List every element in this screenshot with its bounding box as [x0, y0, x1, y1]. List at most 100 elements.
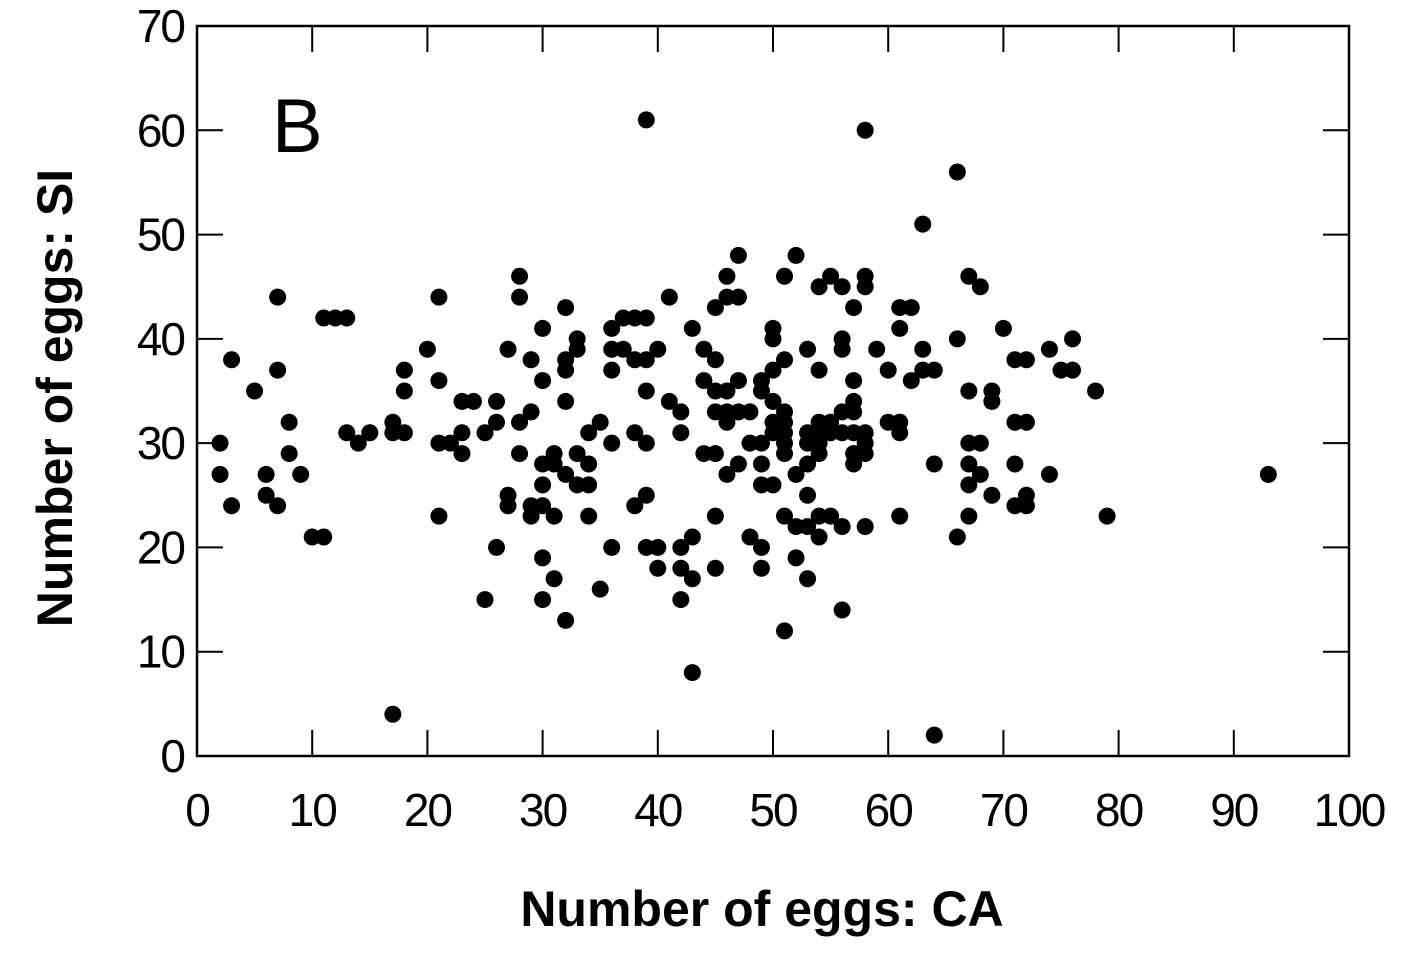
x-tick-label: 30: [519, 784, 567, 836]
data-point: [891, 424, 909, 442]
data-point: [557, 361, 575, 379]
panel-label: B: [272, 84, 323, 169]
data-point: [764, 330, 782, 348]
plot-frame: [195, 24, 1351, 758]
y-tick-labels: 0 10 20 30 40 50 60 70: [137, 0, 187, 782]
data-point: [845, 455, 863, 473]
data-point: [545, 507, 563, 525]
x-tick-label: 70: [980, 784, 1028, 836]
data-point: [833, 278, 851, 296]
x-tick-label: 40: [634, 784, 682, 836]
data-point: [1006, 455, 1024, 473]
data-point: [223, 351, 241, 369]
data-point: [1259, 465, 1277, 483]
data-point: [395, 424, 413, 442]
data-point: [580, 455, 598, 473]
data-point: [672, 424, 690, 442]
data-point: [522, 403, 540, 421]
data-point: [752, 434, 770, 452]
data-point: [418, 340, 436, 358]
data-point: [257, 486, 275, 504]
data-point: [706, 351, 724, 369]
data-point: [741, 528, 759, 546]
data-point: [614, 340, 632, 358]
data-point: [545, 570, 563, 588]
data-point: [1040, 340, 1058, 358]
data-point: [729, 455, 747, 473]
data-point: [534, 319, 552, 337]
data-point: [1017, 497, 1035, 515]
data-point: [649, 538, 667, 556]
data-point: [637, 111, 655, 129]
data-point: [960, 455, 978, 473]
data-point: [522, 351, 540, 369]
data-point: [384, 705, 402, 723]
x-tick-label: 90: [1210, 784, 1258, 836]
data-point: [683, 570, 701, 588]
data-point: [1040, 465, 1058, 483]
data-point: [960, 476, 978, 494]
data-point: [637, 434, 655, 452]
data-point: [764, 392, 782, 410]
data-point: [246, 382, 264, 400]
data-point: [856, 121, 874, 139]
data-point: [672, 403, 690, 421]
data-point: [695, 340, 713, 358]
data-point: [971, 434, 989, 452]
data-point: [672, 559, 690, 577]
data-point: [833, 518, 851, 536]
data-point: [637, 382, 655, 400]
data-point: [925, 455, 943, 473]
data-point: [902, 299, 920, 317]
data-point: [833, 601, 851, 619]
data-point: [925, 361, 943, 379]
y-axis-title: Number of eggs: SI: [27, 169, 83, 627]
data-point: [488, 413, 506, 431]
data-point: [660, 392, 678, 410]
data-point: [925, 726, 943, 744]
data-point: [706, 299, 724, 317]
x-tick-label: 80: [1095, 784, 1143, 836]
data-point: [776, 267, 794, 285]
data-point: [568, 445, 586, 463]
data-point: [511, 445, 529, 463]
data-point: [799, 340, 817, 358]
data-point: [511, 413, 529, 431]
data-point: [718, 267, 736, 285]
data-point: [338, 309, 356, 327]
data-point: [557, 392, 575, 410]
x-tick-labels: 0 10 20 30 40 50 60 70 80 90 100: [185, 784, 1387, 836]
data-point: [603, 538, 621, 556]
data-point: [891, 319, 909, 337]
data-point: [799, 518, 817, 536]
data-point: [1087, 382, 1105, 400]
data-point: [706, 507, 724, 525]
data-point: [948, 528, 966, 546]
data-point: [211, 465, 229, 483]
data-point: [799, 455, 817, 473]
data-point: [741, 403, 759, 421]
data-point: [626, 497, 644, 515]
data-point: [338, 424, 356, 442]
data-point: [787, 246, 805, 264]
data-point: [211, 434, 229, 452]
data-point: [603, 319, 621, 337]
data-point: [464, 392, 482, 410]
data-point: [292, 465, 310, 483]
data-point: [269, 288, 287, 306]
data-point: [672, 538, 690, 556]
data-point: [557, 465, 575, 483]
data-point: [1064, 330, 1082, 348]
data-point: [787, 465, 805, 483]
data-point: [453, 424, 471, 442]
y-tick-label: 30: [137, 417, 185, 469]
data-point: [568, 340, 586, 358]
data-point: [752, 382, 770, 400]
data-point: [476, 424, 494, 442]
data-point: [971, 465, 989, 483]
data-point: [914, 215, 932, 233]
data-point: [395, 382, 413, 400]
data-point: [580, 476, 598, 494]
data-point: [752, 538, 770, 556]
data-point: [729, 288, 747, 306]
